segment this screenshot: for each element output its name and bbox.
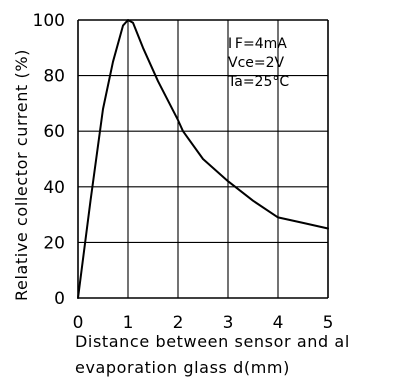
y-tick-label-60: 60 xyxy=(43,122,65,142)
grid xyxy=(77,19,329,299)
series-line-0 xyxy=(77,19,329,299)
y-tick-label-20: 20 xyxy=(43,233,65,253)
tick-labels: 0 1 2 3 4 5 0 20 40 60 80 100 xyxy=(33,11,334,333)
series xyxy=(77,19,329,299)
y-tick-label-100: 100 xyxy=(33,11,65,31)
x-tick-label-4: 4 xyxy=(273,313,284,333)
y-tick-label-40: 40 xyxy=(43,178,65,198)
condition-vce: Vce=2V xyxy=(228,55,285,71)
x-axis-label-line-1: Distance between sensor and al xyxy=(75,332,350,351)
y-tick-label-0: 0 xyxy=(54,289,65,309)
x-tick-label-0: 0 xyxy=(73,313,84,333)
x-axis-label-line-2: evaporation glass d(mm) xyxy=(75,358,290,377)
x-tick-label-1: 1 xyxy=(123,313,134,333)
condition-ta: Ta=25°C xyxy=(227,74,289,90)
condition-if: I F=4mA xyxy=(228,36,287,52)
x-tick-label-2: 2 xyxy=(173,313,184,333)
conditions-box: I F=4mA Vce=2V Ta=25°C xyxy=(227,36,289,90)
y-tick-label-80: 80 xyxy=(43,67,65,87)
x-tick-label-5: 5 xyxy=(323,313,334,333)
y-axis-label: Relative collector current (%) xyxy=(12,49,31,301)
x-tick-label-3: 3 xyxy=(223,313,234,333)
